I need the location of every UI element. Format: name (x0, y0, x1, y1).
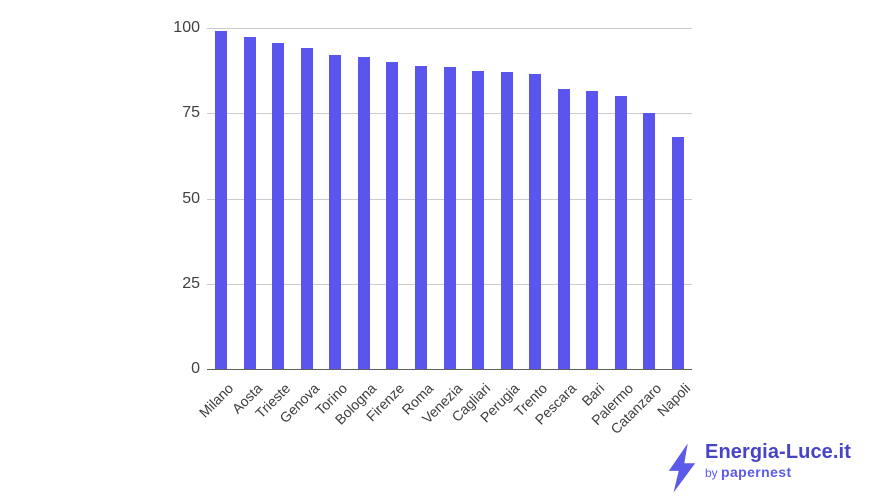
logo-brand-label: papernest (721, 464, 792, 480)
bar (329, 55, 342, 369)
bar (443, 67, 456, 369)
bar (500, 72, 513, 369)
bar (671, 137, 684, 369)
bar (557, 89, 570, 369)
x-axis-baseline (207, 369, 692, 370)
bar (272, 43, 285, 369)
logo-title: Energia-Luce.it (705, 441, 851, 463)
y-axis-tick-label: 100 (173, 19, 200, 36)
y-axis-tick-label: 25 (182, 274, 200, 292)
logo-text: Energia-Luce.it by papernest (705, 440, 851, 481)
y-axis-tick-label: 50 (182, 189, 200, 207)
lightning-bolt-icon (668, 443, 696, 493)
y-axis-tick-label: 75 (182, 104, 200, 122)
logo-subtitle: by papernest (705, 465, 851, 481)
bar (215, 31, 228, 369)
brand-logo: Energia-Luce.it by papernest (666, 440, 851, 494)
bar (614, 96, 627, 369)
bar (529, 74, 542, 369)
grid-line (207, 28, 692, 29)
bar (586, 91, 599, 369)
bar (300, 48, 313, 369)
bar (386, 62, 399, 369)
bar (243, 36, 256, 369)
bar (414, 65, 427, 369)
bar (643, 113, 656, 369)
bar (357, 56, 370, 369)
bar (472, 70, 485, 369)
y-axis-tick-label: 0 (191, 360, 200, 377)
logo-by-label: by (705, 466, 718, 480)
